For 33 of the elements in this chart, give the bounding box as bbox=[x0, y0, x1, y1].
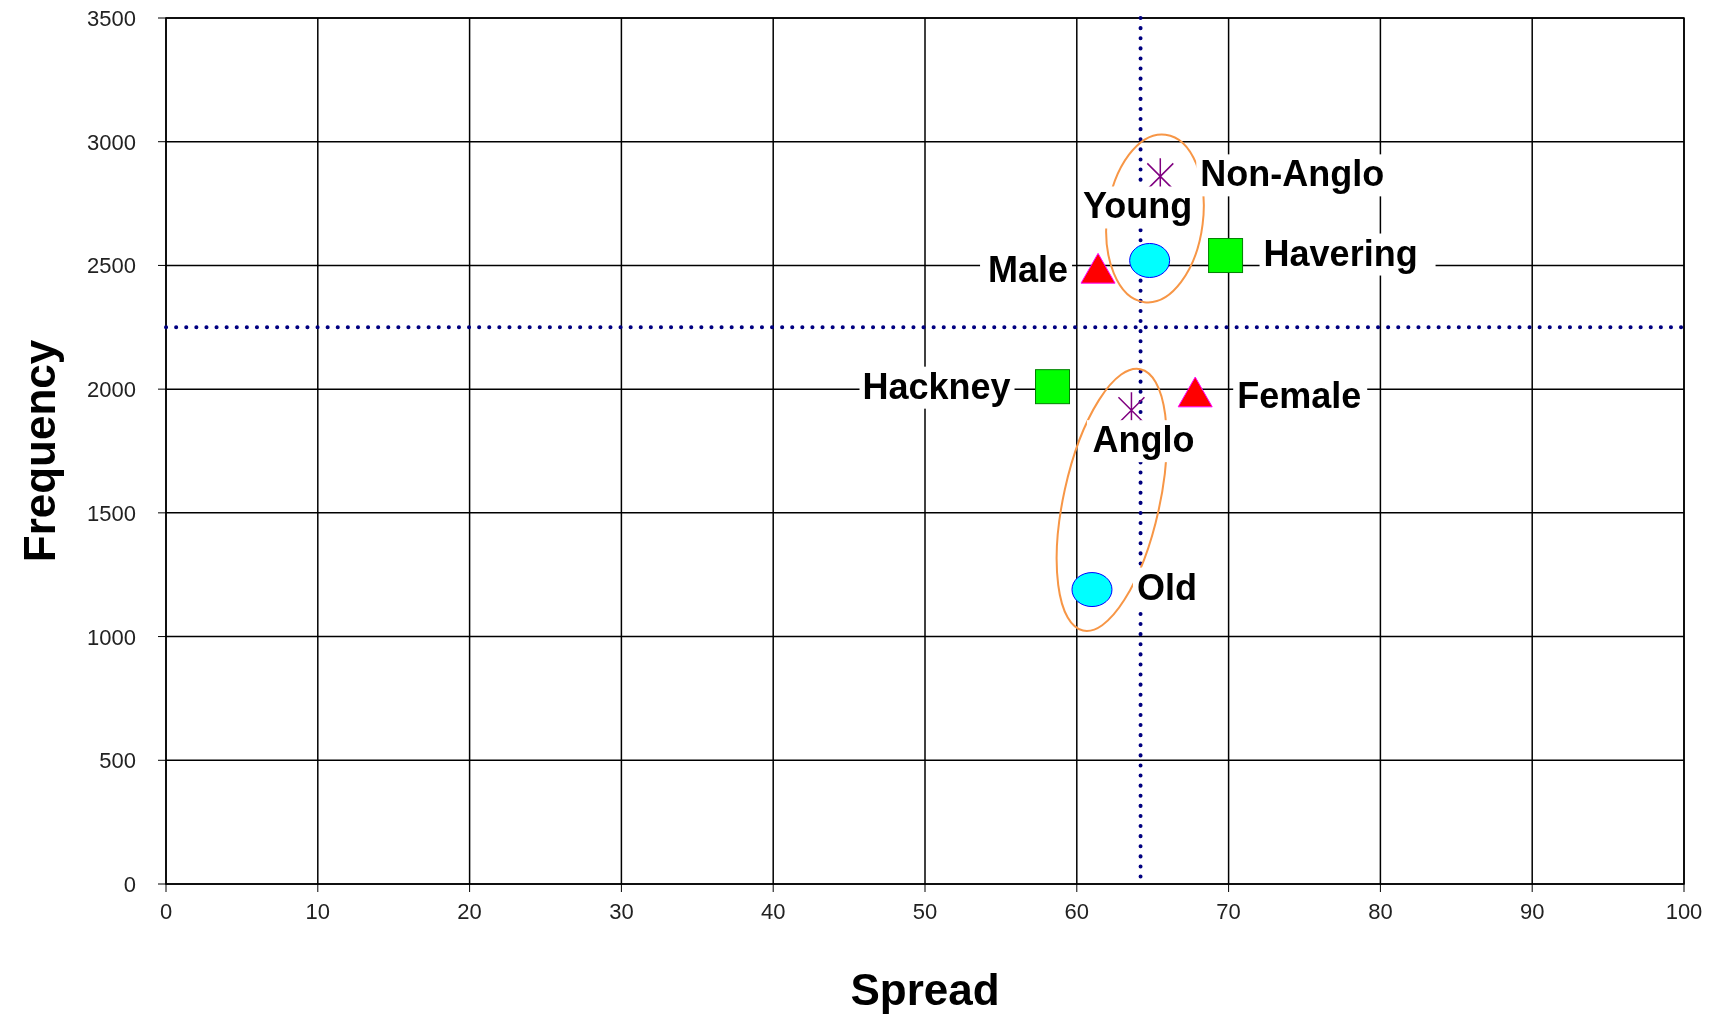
annotation: Young bbox=[1083, 185, 1193, 227]
annotation: Havering bbox=[1263, 232, 1418, 274]
point bbox=[1208, 238, 1244, 274]
x-tick-label: 100 bbox=[1665, 899, 1703, 924]
x-tick-label: 80 bbox=[1368, 899, 1393, 924]
y-axis-title: Frequency bbox=[15, 339, 64, 563]
x-tick-label: 40 bbox=[760, 899, 786, 924]
annotation: Anglo bbox=[1092, 419, 1195, 461]
x-tick-label: 0 bbox=[159, 899, 173, 924]
point bbox=[1035, 369, 1071, 405]
y-tick-label: 3000 bbox=[87, 129, 136, 155]
point bbox=[1071, 572, 1113, 608]
annotation: Hackney bbox=[862, 365, 1011, 407]
point bbox=[1129, 242, 1171, 278]
y-tick-label: 2500 bbox=[87, 253, 136, 279]
annotation: Male bbox=[988, 249, 1069, 291]
y-tick-label: 2000 bbox=[87, 377, 136, 403]
x-axis-title: Spread bbox=[850, 965, 1000, 1014]
y-tick-label: 1500 bbox=[87, 500, 136, 526]
y-tick-label: 0 bbox=[123, 872, 136, 897]
x-tick-label: 10 bbox=[305, 899, 331, 924]
annotation: Non-Anglo bbox=[1200, 153, 1385, 195]
x-tick-label: 60 bbox=[1064, 899, 1090, 924]
x-tick-label: 30 bbox=[609, 899, 634, 924]
x-tick-label: 90 bbox=[1519, 899, 1545, 924]
annotation: Female bbox=[1237, 375, 1362, 417]
y-tick-label: 3500 bbox=[87, 6, 136, 31]
y-tick-label: 1000 bbox=[87, 624, 136, 650]
x-tick-label: 20 bbox=[457, 899, 482, 924]
annotation: Old bbox=[1136, 566, 1197, 608]
x-tick-label: 70 bbox=[1216, 899, 1241, 924]
x-tick-label: 50 bbox=[912, 899, 938, 924]
y-tick-label: 500 bbox=[99, 748, 136, 774]
